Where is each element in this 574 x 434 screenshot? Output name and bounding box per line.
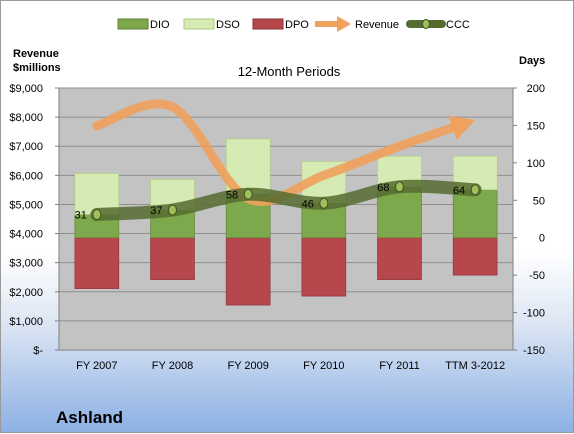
left-tick-label: $3,000 (9, 258, 43, 270)
right-axis: -150 -100 -50 0 50 100 150 200 (512, 83, 545, 357)
x-axis: FY 2007 FY 2008 FY 2009 FY 2010 FY 2011 TTM 3… (59, 349, 513, 372)
ccc-point (243, 188, 253, 200)
ccc-data-label: 46 (302, 198, 314, 210)
dpo-bar (225, 237, 271, 306)
right-tick-label: 0 (539, 233, 545, 245)
legend-item-ccc: CCC (406, 19, 470, 31)
legend-label: DSO (216, 19, 240, 31)
x-tick-label: TTM 3-2012 (445, 360, 505, 372)
ccc-point (168, 204, 177, 216)
right-tick-label: -50 (529, 270, 545, 282)
legend-swatch (252, 18, 284, 30)
legend-swatch-arrowhead (337, 16, 351, 32)
dpo-bar (74, 237, 120, 289)
right-tick-label: 150 (527, 120, 545, 132)
left-axis: $- $1,000 $2,000 $3,000 $4,000 $5,000 $6,000 $7… (9, 83, 60, 357)
dpo-bar (452, 237, 498, 276)
chart-title: 12-Month Periods (238, 64, 341, 79)
legend-item-dio: DIO (117, 18, 170, 31)
left-tick-label: $8,000 (9, 112, 43, 124)
right-tick-label: 100 (527, 158, 545, 170)
dpo-bar (150, 237, 195, 280)
ccc-point (92, 209, 102, 221)
legend-swatch (117, 18, 149, 30)
ccc-data-label: 64 (453, 185, 465, 197)
right-tick-label: -150 (523, 345, 545, 357)
ccc-data-label: 68 (377, 182, 389, 194)
left-tick-label: $1,000 (9, 316, 43, 328)
left-tick-label: $7,000 (9, 141, 43, 153)
ccc-data-label: 58 (226, 189, 238, 201)
ccc-line (90, 179, 482, 222)
right-tick-label: 200 (527, 83, 545, 95)
left-axis-title-line: Revenue (13, 48, 59, 60)
right-tick-label: 50 (533, 195, 545, 207)
x-tick-label: FY 2009 (227, 360, 268, 372)
ccc-point (470, 184, 480, 196)
dpo-bar (301, 237, 347, 297)
company-name: Ashland (56, 408, 123, 427)
right-axis-title: Days (519, 55, 545, 67)
legend-item-dpo: DPO (252, 18, 309, 31)
left-tick-label: $5,000 (9, 199, 43, 211)
ccc-series: 31 37 58 46 68 64 (75, 179, 482, 222)
left-axis-title-line: $millions (13, 62, 61, 74)
legend-label: Revenue (355, 19, 399, 31)
x-tick-label: FY 2008 (152, 360, 193, 372)
right-tick-label: -100 (523, 308, 545, 320)
legend-label: DIO (150, 19, 170, 31)
ccc-data-label: 31 (75, 210, 87, 222)
legend-label: DPO (285, 19, 309, 31)
legend: DIO DSO DPO Revenue CCC (117, 16, 470, 32)
legend-item-revenue: Revenue (315, 16, 399, 32)
legend-swatch (183, 18, 215, 30)
left-tick-label: $9,000 (9, 83, 43, 95)
left-tick-label: $- (33, 345, 43, 357)
left-axis-title: Revenue $millions (13, 48, 61, 74)
ccc-point (395, 181, 404, 193)
left-tick-label: $4,000 (9, 229, 43, 241)
dio-bar (452, 189, 498, 239)
ccc-data-label: 37 (150, 205, 162, 217)
legend-item-dso: DSO (183, 18, 240, 31)
revenue-arrowhead (448, 115, 476, 141)
x-tick-label: FY 2010 (303, 360, 344, 372)
x-tick-label: FY 2011 (379, 360, 420, 372)
ccc-point (319, 197, 329, 209)
left-tick-label: $2,000 (9, 287, 43, 299)
legend-label: CCC (446, 19, 470, 31)
left-tick-label: $6,000 (9, 170, 43, 182)
x-tick-label: FY 2007 (76, 360, 117, 372)
legend-swatch-point (422, 19, 430, 29)
dpo-bar (377, 237, 422, 280)
